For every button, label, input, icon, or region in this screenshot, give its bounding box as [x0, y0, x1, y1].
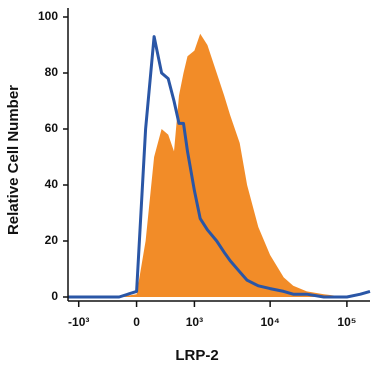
- area: [68, 33, 370, 298]
- y-tick-label: 20: [45, 233, 59, 247]
- y-axis-title: Relative Cell Number: [5, 85, 22, 235]
- x-tick-label: 0: [133, 315, 140, 329]
- y-tick-label: 0: [51, 289, 58, 303]
- line: [68, 35, 371, 299]
- x-tick-label: 10⁴: [260, 315, 279, 329]
- x-tick-label: 10⁵: [337, 315, 356, 329]
- x-tick-label: 10³: [186, 315, 203, 329]
- y-tick-label: 40: [45, 177, 59, 191]
- y-tick-label: 80: [45, 65, 59, 79]
- x-tick-label: -10³: [68, 315, 89, 329]
- y-tick-label: 60: [45, 121, 59, 135]
- x-axis-title: LRP-2: [175, 347, 218, 364]
- y-tick-label: 100: [38, 9, 58, 23]
